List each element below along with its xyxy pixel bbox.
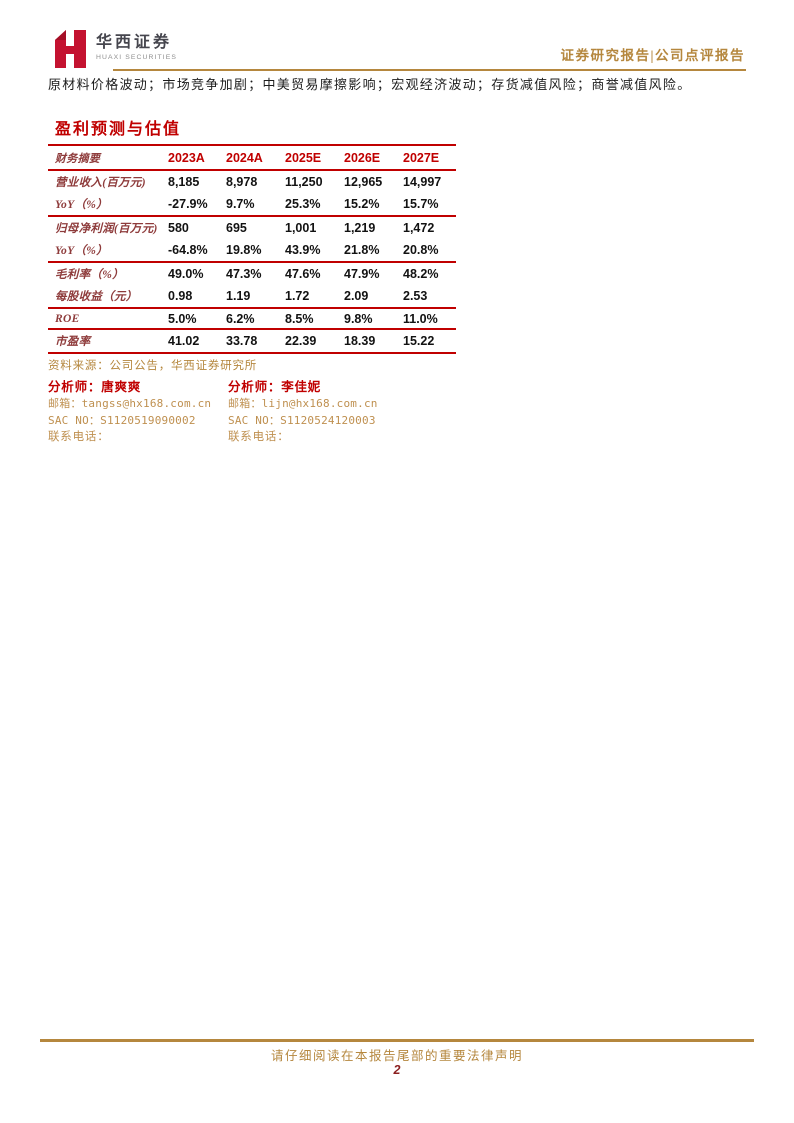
- analyst-sac-no: SAC NO：S1120519090002: [48, 413, 196, 427]
- column-header: 2025E: [285, 151, 322, 165]
- brand-text: 华西证券 HUAXI SECURITIES: [96, 33, 178, 62]
- table-row: YoY（%） -27.9% 9.7% 25.3% 15.2% 15.7%: [48, 193, 456, 216]
- analyst-card: 分析师：唐爽爽 邮箱：tangss@hx168.com.cn SAC NO：S1…: [48, 379, 228, 446]
- cell-value: 12,965: [344, 175, 383, 189]
- table-row: 毛利率（%） 49.0% 47.3% 47.6% 47.9% 48.2%: [48, 262, 456, 285]
- row-label: 归母净利润(百万元): [55, 223, 158, 235]
- analyst-sac-no: SAC NO：S1120524120003: [228, 413, 376, 427]
- cell-value: 33.78: [226, 334, 258, 348]
- table-row-group: 归母净利润(百万元) 580 695 1,001 1,219 1,472 YoY（%） -64…: [48, 216, 456, 262]
- row-label: 营业收入(百万元): [55, 177, 146, 189]
- cell-value: 47.6%: [285, 267, 321, 281]
- cell-value: 22.39: [285, 334, 317, 348]
- cell-value: -64.8%: [168, 243, 208, 257]
- footer-divider: [40, 1039, 754, 1042]
- analyst-name: 分析师：唐爽爽: [48, 380, 142, 394]
- forecast-table: 财务摘要 2023A 2024A 2025E 2026E 2027E 营业收入(…: [48, 144, 456, 354]
- table-row: ROE 5.0% 6.2% 8.5% 9.8% 11.0%: [48, 308, 456, 329]
- analyst-phone: 联系电话：: [48, 431, 110, 443]
- table-row: 营业收入(百万元) 8,185 8,978 11,250 12,965 14,997: [48, 170, 456, 193]
- cell-value: 15.2%: [344, 197, 380, 211]
- table-row: 每股收益（元） 0.98 1.19 1.72 2.09 2.53: [48, 285, 456, 308]
- row-label: ROE: [55, 312, 80, 325]
- cell-value: 8.5%: [285, 311, 314, 326]
- cell-value: 49.0%: [168, 267, 204, 281]
- cell-value: 25.3%: [285, 197, 321, 211]
- cell-value: 15.22: [403, 334, 435, 348]
- cell-value: 20.8%: [403, 243, 439, 257]
- cell-value: 8,185: [168, 175, 200, 189]
- cell-value: 11.0%: [403, 311, 438, 326]
- analyst-name: 分析师：李佳妮: [228, 380, 322, 394]
- cell-value: 9.8%: [344, 311, 373, 326]
- cell-value: 14,997: [403, 175, 442, 189]
- cell-value: 8,978: [226, 175, 258, 189]
- cell-value: 1,219: [344, 221, 376, 235]
- column-header: 2023A: [168, 151, 205, 165]
- analyst-email: 邮箱：tangss@hx168.com.cn: [48, 397, 212, 410]
- cell-value: -27.9%: [168, 197, 208, 211]
- table-header-row: 财务摘要 2023A 2024A 2025E 2026E 2027E: [48, 145, 456, 170]
- cell-value: 19.8%: [226, 243, 262, 257]
- cell-value: 41.02: [168, 334, 200, 348]
- analyst-phone: 联系电话：: [228, 431, 290, 443]
- cell-value: 580: [168, 221, 189, 235]
- cell-value: 5.0%: [168, 311, 197, 326]
- column-header: 2024A: [226, 151, 263, 165]
- data-source: 资料来源：公司公告，华西证券研究所: [48, 360, 258, 372]
- table-row-group: 营业收入(百万元) 8,185 8,978 11,250 12,965 14,997 YoY…: [48, 170, 456, 216]
- table-row: 市盈率 41.02 33.78 22.39 18.39 15.22: [48, 329, 456, 353]
- cell-value: 9.7%: [226, 197, 255, 211]
- page-number: 2: [393, 1063, 401, 1077]
- cell-value: 2.09: [344, 289, 369, 303]
- row-label: 市盈率: [55, 336, 91, 348]
- table-row-group: 毛利率（%） 49.0% 47.3% 47.6% 47.9% 48.2% 每股收益（元） 0.…: [48, 262, 456, 308]
- brand-name-cn: 华西证券: [96, 33, 173, 51]
- cell-value: 1.72: [285, 289, 310, 303]
- header-label: 财务摘要: [55, 152, 101, 165]
- cell-value: 1,001: [285, 221, 317, 235]
- report-type-label: 证券研究报告|公司点评报告: [560, 48, 745, 63]
- cell-value: 18.39: [344, 334, 376, 348]
- cell-value: 47.3%: [226, 267, 262, 281]
- brand-logo: 华西证券 HUAXI SECURITIES: [53, 28, 177, 68]
- table-row-group: ROE 5.0% 6.2% 8.5% 9.8% 11.0%: [48, 308, 456, 329]
- table-header: 财务摘要 2023A 2024A 2025E 2026E 2027E: [48, 145, 456, 170]
- cell-value: 0.98: [168, 289, 193, 303]
- risk-text: 原材料价格波动；市场竞争加剧；中美贸易摩擦影响；宏观经济波动；存货减值风险；商誉…: [48, 77, 692, 92]
- analysts-block: 分析师：唐爽爽 邮箱：tangss@hx168.com.cn SAC NO：S1…: [48, 379, 456, 446]
- column-header: 2026E: [344, 151, 381, 165]
- table-row: YoY（%） -64.8% 19.8% 43.9% 21.8% 20.8%: [48, 239, 456, 262]
- row-label: YoY（%）: [55, 199, 108, 211]
- footer-legal-notice: 请仔细阅读在本报告尾部的重要法律声明: [270, 1049, 523, 1063]
- cell-value: 47.9%: [344, 267, 380, 281]
- cell-value: 43.9%: [285, 243, 321, 257]
- table-row: 归母净利润(百万元) 580 695 1,001 1,219 1,472: [48, 216, 456, 239]
- cell-value: 6.2%: [226, 311, 255, 326]
- cell-value: 48.2%: [403, 267, 439, 281]
- brand-name-en: HUAXI SECURITIES: [96, 53, 178, 61]
- row-label: 毛利率（%）: [55, 269, 124, 281]
- cell-value: 1.19: [226, 289, 251, 303]
- column-header: 2027E: [403, 151, 440, 165]
- cell-value: 11,250: [285, 175, 323, 189]
- header-divider: [113, 69, 746, 71]
- cell-value: 1,472: [403, 221, 435, 235]
- section-title: 盈利预测与估值: [55, 121, 182, 138]
- row-label: 每股收益（元）: [55, 291, 138, 303]
- row-label: YoY（%）: [55, 245, 108, 257]
- table-row-group: 市盈率 41.02 33.78 22.39 18.39 15.22: [48, 329, 456, 353]
- cell-value: 15.7%: [403, 197, 439, 211]
- cell-value: 695: [226, 221, 247, 235]
- analyst-card: 分析师：李佳妮 邮箱：lijn@hx168.com.cn SAC NO：S112…: [228, 379, 408, 446]
- cell-value: 2.53: [403, 289, 428, 303]
- cell-value: 21.8%: [344, 243, 380, 257]
- main-content: 盈利预测与估值 财务摘要 2023A 2024A 2025E 2026E 202…: [48, 115, 456, 446]
- analyst-email: 邮箱：lijn@hx168.com.cn: [228, 397, 378, 410]
- huaxi-logo-icon: [55, 30, 86, 68]
